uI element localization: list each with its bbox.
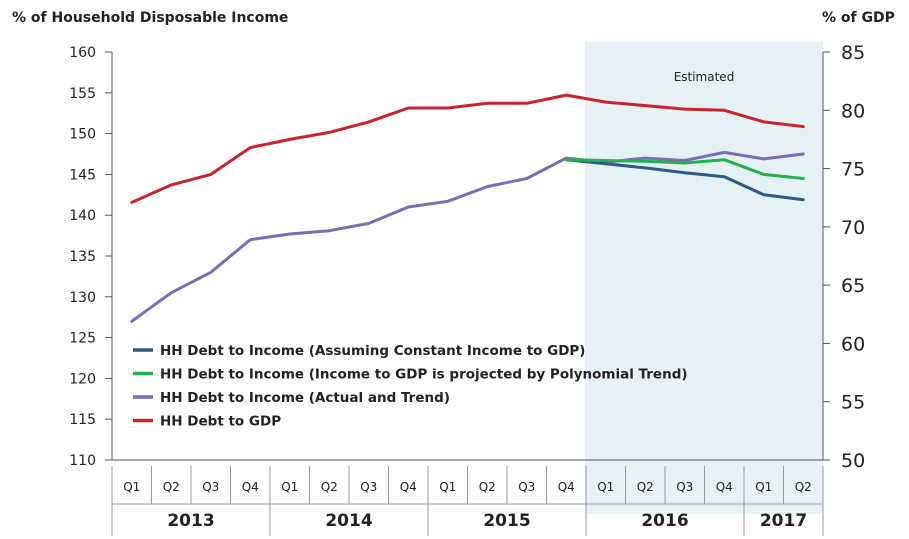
legend-label: HH Debt to Income (Assuming Constant Inc… bbox=[160, 343, 585, 359]
estimated-label: Estimated bbox=[674, 70, 735, 84]
quarter-label: Q1 bbox=[123, 480, 140, 494]
legend-label: HH Debt to Income (Actual and Trend) bbox=[160, 390, 450, 406]
right-tick-label: 80 bbox=[841, 100, 865, 122]
series-lines bbox=[130, 93, 805, 323]
right-tick-label: 55 bbox=[841, 392, 865, 414]
left-tick-label: 115 bbox=[69, 412, 96, 428]
left-tick-label: 160 bbox=[69, 45, 96, 61]
right-axis-ticks: 50 55 60 65 70 75 80 85 bbox=[823, 42, 865, 472]
right-tick-label: 70 bbox=[841, 217, 865, 239]
left-axis-ticks: 110 115 120 125 130 135 140 145 150 155 160 bbox=[69, 45, 112, 469]
left-tick-label: 135 bbox=[69, 249, 96, 265]
left-axis-title: % of Household Disposable Income bbox=[12, 10, 288, 26]
legend-label: HH Debt to Income (Income to GDP is proj… bbox=[160, 367, 688, 383]
left-tick-label: 120 bbox=[69, 371, 96, 387]
quarter-label: Q3 bbox=[202, 480, 219, 494]
year-label: 2017 bbox=[760, 511, 807, 531]
left-tick-label: 145 bbox=[69, 167, 96, 183]
estimated-region bbox=[585, 42, 823, 514]
legend-label: HH Debt to GDP bbox=[160, 414, 281, 430]
right-tick-label: 50 bbox=[841, 450, 865, 472]
series-line-3 bbox=[130, 93, 805, 204]
year-label: 2016 bbox=[641, 511, 688, 531]
quarter-label: Q4 bbox=[242, 480, 259, 494]
year-label: 2014 bbox=[325, 511, 372, 531]
left-tick-label: 110 bbox=[69, 453, 96, 469]
quarter-label: Q2 bbox=[637, 480, 654, 494]
left-tick-label: 125 bbox=[69, 331, 96, 347]
left-tick-label: 130 bbox=[69, 290, 96, 306]
quarter-label: Q4 bbox=[400, 480, 417, 494]
series-line-1 bbox=[564, 158, 805, 180]
quarter-label: Q2 bbox=[321, 480, 338, 494]
right-tick-label: 65 bbox=[841, 275, 865, 297]
series-line-2 bbox=[130, 150, 805, 323]
series-line-0 bbox=[564, 158, 805, 202]
quarter-label: Q2 bbox=[795, 480, 812, 494]
right-tick-label: 75 bbox=[841, 159, 865, 181]
legend: HH Debt to Income (Assuming Constant Inc… bbox=[133, 343, 688, 430]
year-label: 2015 bbox=[483, 511, 530, 531]
quarter-label: Q4 bbox=[558, 480, 575, 494]
right-axis-title: % of GDP bbox=[822, 10, 895, 26]
quarter-label: Q2 bbox=[479, 480, 496, 494]
quarter-label: Q1 bbox=[281, 480, 298, 494]
right-tick-label: 85 bbox=[841, 42, 865, 64]
quarter-label: Q3 bbox=[518, 480, 535, 494]
quarter-label: Q4 bbox=[716, 480, 733, 494]
left-tick-label: 140 bbox=[69, 208, 96, 224]
left-tick-label: 155 bbox=[69, 86, 96, 102]
year-label: 2013 bbox=[167, 511, 214, 531]
quarter-label: Q3 bbox=[676, 480, 693, 494]
right-tick-label: 60 bbox=[841, 333, 865, 355]
quarter-label: Q2 bbox=[163, 480, 180, 494]
quarter-label: Q1 bbox=[439, 480, 456, 494]
quarter-label: Q1 bbox=[597, 480, 614, 494]
quarter-label: Q1 bbox=[755, 480, 772, 494]
quarter-label: Q3 bbox=[360, 480, 377, 494]
x-axis: Q1 Q2 Q3 Q4 Q1 Q2 Q3 Q4 Q1 Q2 Q3 Q4 Q1 Q2 Q3 Q4 Q1 Q2 2013… bbox=[111, 466, 824, 536]
left-tick-label: 150 bbox=[69, 127, 96, 143]
